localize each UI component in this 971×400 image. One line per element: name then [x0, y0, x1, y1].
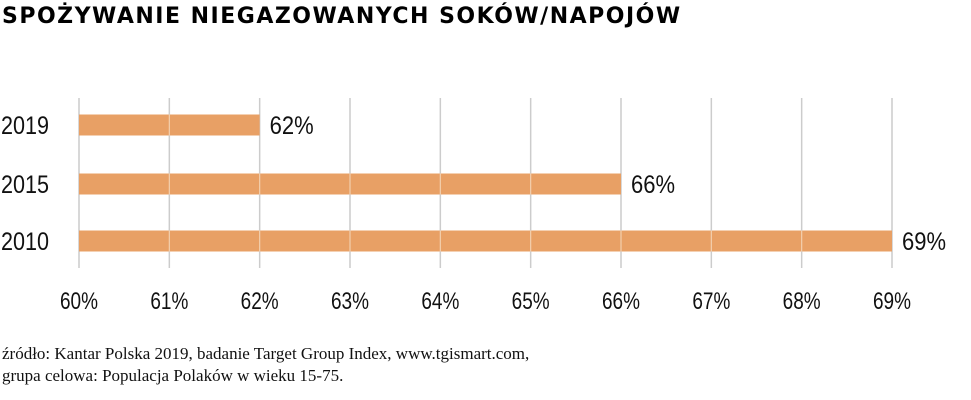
chart-title: SPOŻYWANIE NIEGAZOWANYCH SOKÓW/NAPOJÓW: [2, 4, 682, 29]
source-line-1: źródło: Kantar Polska 2019, badanie Targ…: [2, 344, 530, 363]
x-tick-label: 63%: [331, 288, 369, 315]
bar-chart: 60% 61% 62% 63% 64% 65% 66% 67% 68% 69% 2019 62% 201…: [1, 98, 946, 315]
x-tick-label: 64%: [421, 288, 459, 315]
x-tick-label: 60%: [60, 288, 98, 315]
x-tick-label: 62%: [241, 288, 279, 315]
bars: [79, 114, 892, 252]
category-label: 2015: [1, 171, 49, 199]
value-label: 62%: [270, 112, 314, 140]
x-tick-label: 67%: [692, 288, 730, 315]
source-note: źródło: Kantar Polska 2019, badanie Targ…: [2, 343, 529, 387]
value-label: 66%: [631, 171, 675, 199]
labels: 60% 61% 62% 63% 64% 65% 66% 67% 68% 69% 2019 62% 201…: [1, 112, 946, 315]
x-tick-label: 66%: [602, 288, 640, 315]
x-tick-label: 68%: [783, 288, 821, 315]
x-tick-label: 61%: [150, 288, 188, 315]
category-label: 2019: [1, 112, 49, 140]
x-tick-label: 69%: [873, 288, 911, 315]
x-tick-label: 65%: [512, 288, 550, 315]
source-line-2: grupa celowa: Populacja Polaków w wieku …: [2, 366, 344, 385]
bar-2010: [79, 230, 892, 252]
category-label: 2010: [1, 228, 49, 256]
value-label: 69%: [902, 228, 946, 256]
